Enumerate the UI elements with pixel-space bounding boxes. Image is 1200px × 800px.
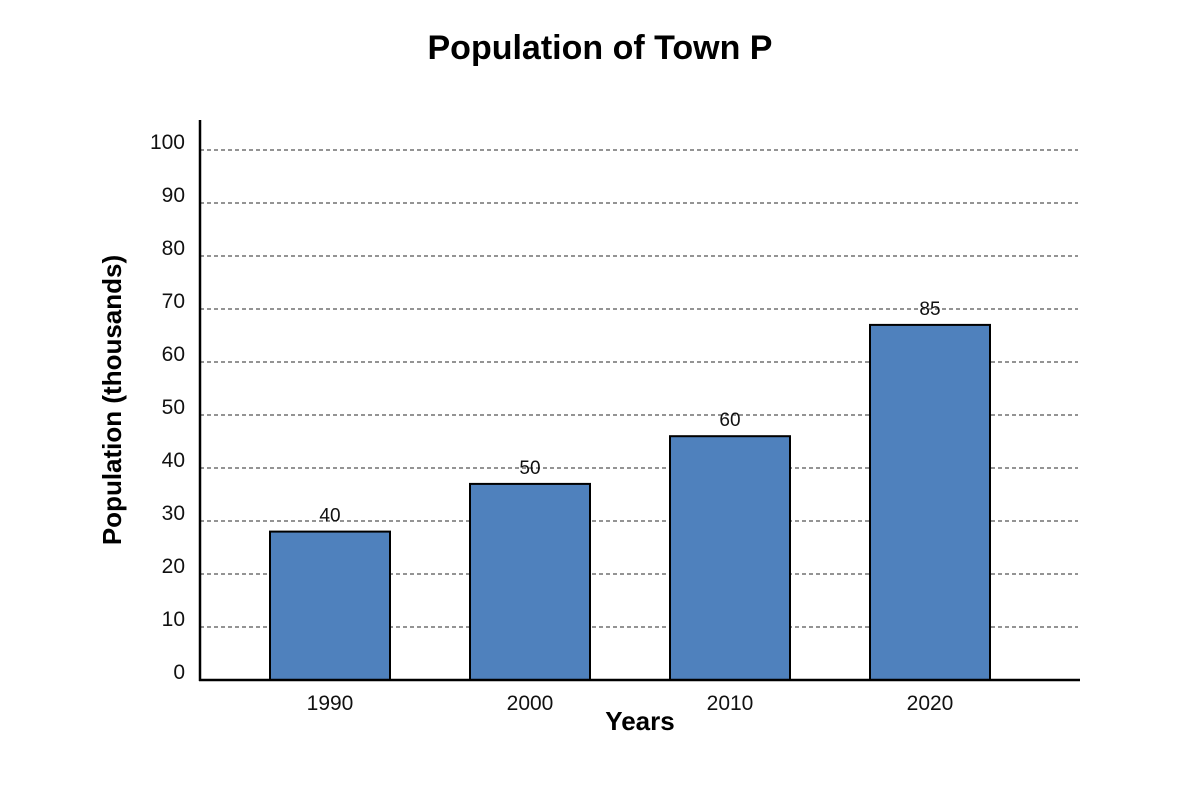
y-axis-ticks: 0 10 20 30 40 50 60 70 80 90 100 <box>150 131 185 684</box>
data-labels: 40 50 60 85 <box>319 299 940 527</box>
bar-2010 <box>669 435 791 682</box>
chart-title: Population of Town P <box>428 29 773 67</box>
y-tick-label: 10 <box>162 608 185 631</box>
y-tick-label: 70 <box>162 290 185 313</box>
data-label-2000: 50 <box>519 458 540 479</box>
y-tick-label: 30 <box>162 502 185 525</box>
y-axis-title: Population (thousands) <box>97 255 127 545</box>
y-tick-label: 50 <box>162 396 185 419</box>
x-axis-title: Years <box>605 706 674 736</box>
data-label-1990: 40 <box>319 506 340 527</box>
data-label-2010: 60 <box>719 410 740 431</box>
y-tick-label: 40 <box>162 449 185 472</box>
bar-1990 <box>269 530 391 681</box>
y-tick-label: 20 <box>162 555 185 578</box>
x-tick-label: 2020 <box>907 692 954 715</box>
bar-2000 <box>469 482 591 681</box>
x-tick-label: 2000 <box>507 692 554 715</box>
data-label-2020: 85 <box>919 299 940 320</box>
y-tick-label: 80 <box>162 237 185 260</box>
y-tick-label: 100 <box>150 131 185 154</box>
bars <box>269 323 991 682</box>
x-tick-label: 1990 <box>307 692 354 715</box>
y-tick-label: 90 <box>162 184 185 207</box>
x-axis-ticks: 1990 2000 2010 2020 <box>307 692 954 715</box>
y-tick-label: 0 <box>173 661 185 684</box>
x-tick-label: 2010 <box>707 692 754 715</box>
y-tick-label: 60 <box>162 343 185 366</box>
bar-2020 <box>869 323 991 681</box>
